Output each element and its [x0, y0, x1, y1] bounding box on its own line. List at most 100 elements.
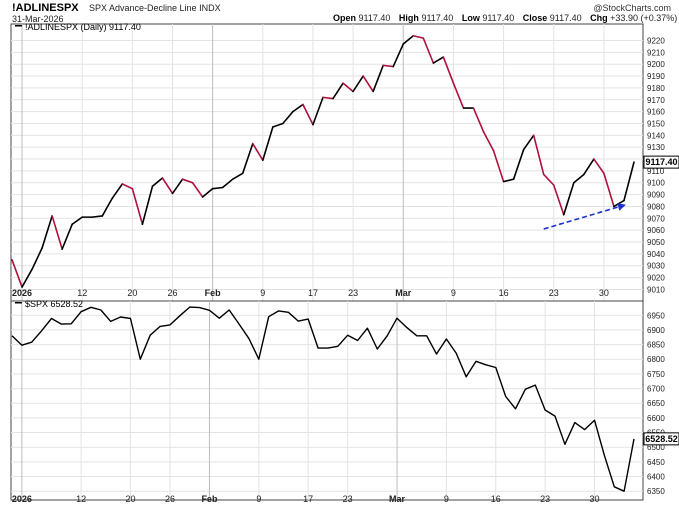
spx-y-tick: 6900: [647, 326, 665, 335]
adline-segment: [623, 161, 635, 202]
adline-y-tick: 9150: [647, 119, 665, 128]
spx-last-value: 6528.52: [645, 434, 678, 444]
adline-segment: [31, 247, 43, 271]
adline-x-tick: Mar: [395, 288, 412, 298]
adline-y-tick: 9020: [647, 274, 665, 283]
spx-x-tick: Feb: [201, 494, 218, 504]
adline-frame: [10, 23, 644, 302]
adline-segment: [262, 126, 274, 162]
ohlc-low: Low 9117.40: [461, 13, 515, 23]
adline-x-tick: 30: [599, 288, 609, 298]
adline-segment: [392, 43, 405, 68]
adline-segment: [552, 184, 565, 216]
adline-y-tick: 9040: [647, 250, 665, 259]
adline-y-tick: 9110: [647, 167, 665, 176]
spx-x-tick: 2026: [12, 494, 32, 504]
spx-y-tick: 6500: [647, 443, 665, 452]
adline-segment: [151, 177, 164, 188]
trend-arrow: [543, 203, 626, 230]
adline-segment: [141, 185, 154, 226]
adline-last-value: 9117.40: [645, 157, 677, 167]
adline-y-tick: 9080: [647, 202, 665, 211]
spx-x-tick: 12: [76, 494, 86, 504]
adline-x-tick: 16: [499, 288, 509, 298]
adline-segment: [492, 149, 505, 183]
adline-segment: [302, 103, 314, 126]
adline-x-tick: 9: [260, 288, 265, 298]
spx-x-tick: Mar: [389, 494, 406, 504]
spx-x-tick: 23: [343, 494, 353, 504]
ohlc-open: Open 9117.40: [333, 13, 391, 23]
adline-segment: [131, 187, 144, 226]
spx-y-tick: 6450: [647, 458, 665, 467]
adline-x-tick: 17: [308, 288, 318, 298]
spx-y-tick: 6850: [647, 341, 665, 350]
spx-panel: 6350640064506500655066006650670067506800…: [10, 299, 679, 504]
adline-y-tick: 9010: [647, 285, 665, 294]
adline-segment: [221, 178, 234, 189]
adline-segment: [452, 82, 465, 109]
spx-x-tick: 20: [125, 494, 135, 504]
adline-x-tick: 12: [77, 288, 87, 298]
spx-x-tick: 9: [256, 494, 261, 504]
adline-segment: [562, 181, 575, 216]
watermark[interactable]: @StockCharts.com: [593, 3, 671, 13]
adline-segment: [201, 187, 214, 198]
spx-y-tick: 6400: [647, 473, 665, 482]
spx-x-tick: 23: [540, 494, 550, 504]
spx-last-value-box: [643, 432, 679, 446]
spx-legend: $SPX 6528.52: [25, 299, 83, 309]
spx-x-tick: 9: [444, 494, 449, 504]
adline-segment: [21, 268, 33, 288]
adline-segment: [111, 183, 124, 199]
adline-y-tick: 9170: [647, 96, 665, 105]
spx-frame: [10, 300, 644, 501]
adline-segment: [472, 107, 485, 133]
adline-segment: [191, 181, 204, 198]
adline-segment: [362, 75, 374, 93]
spx-x-tick: 16: [491, 494, 501, 504]
adline-segment: [342, 82, 354, 93]
adline-segment: [71, 216, 84, 226]
adline-y-tick: 9130: [647, 143, 665, 152]
spx-legend-swatch: [15, 302, 22, 304]
adline-panel: 9010 9020 9030 9040 9050 9060 9070 9080 9090 9100…: [10, 22, 679, 302]
adline-segment: [382, 64, 395, 68]
spx-y-tick: 6700: [647, 385, 665, 394]
adline-x-tick: 23: [549, 288, 559, 298]
adline-segment: [51, 215, 63, 250]
spx-y-tick: 6950: [647, 311, 665, 320]
chart-date: 31-Mar-2026: [12, 14, 64, 24]
adline-segment: [41, 215, 53, 249]
adline-x-tick: 2026: [12, 288, 32, 298]
adline-segment: [422, 37, 435, 64]
adline-segment: [502, 178, 515, 183]
adline-segment: [593, 158, 605, 175]
ohlc-high: High 9117.40: [398, 13, 454, 23]
adline-segment: [583, 158, 595, 176]
adline-y-tick: 9100: [647, 179, 665, 188]
adline-segment: [292, 103, 304, 113]
adline-x-tick: 9: [451, 288, 456, 298]
adline-segment: [532, 134, 545, 176]
adline-segment: [332, 82, 344, 100]
ohlc-change: Chg +33.90 (+0.37%): [590, 13, 678, 23]
ohlc-close: Close 9117.40: [522, 13, 582, 23]
spx-y-tick: 6600: [647, 414, 665, 423]
adline-y-tick: 9030: [647, 262, 665, 271]
adline-y-tick: 9140: [647, 131, 665, 140]
adline-y-tick: 9050: [647, 238, 665, 247]
adline-segment: [181, 178, 194, 184]
adline-last-value-box: [643, 155, 679, 169]
adline-x-tick: 23: [348, 288, 358, 298]
adline-segment: [282, 110, 294, 125]
adline-segment: [11, 259, 23, 288]
adline-segment: [412, 34, 425, 39]
adline-segment: [542, 173, 555, 186]
adline-y-tick: 9210: [647, 48, 665, 57]
adline-segment: [603, 172, 615, 208]
adline-segment: [522, 134, 535, 151]
adline-y-tick: 9200: [647, 60, 665, 69]
symbol-title[interactable]: !ADLINESPX: [12, 2, 79, 14]
